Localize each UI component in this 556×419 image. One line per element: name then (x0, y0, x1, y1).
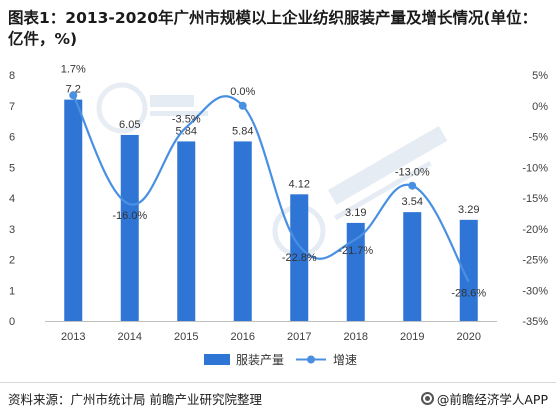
x-tick-label: 2015 (174, 331, 198, 343)
bar (290, 194, 309, 321)
legend-line-label: 增速 (333, 353, 357, 367)
bar-value-label: 3.29 (458, 204, 479, 216)
legend-bar-swatch (204, 354, 230, 365)
x-tick-label: 2017 (287, 331, 311, 343)
bar-value-label: 3.54 (402, 196, 423, 208)
growth-point-marker (69, 91, 78, 100)
growth-value-label: 0.0% (230, 86, 255, 98)
chart-title: 图表1：2013-2020年广州市规模以上企业纺织服装产量及增长情况(单位：亿件… (8, 9, 538, 48)
y-left-tick-label: 2 (9, 255, 15, 267)
bar (120, 134, 139, 321)
growth-value-label: -21.7% (338, 245, 373, 257)
growth-value-label: -3.5% (172, 113, 201, 125)
y-right-tick-label: 5% (532, 70, 548, 82)
footer-divider (0, 382, 556, 383)
source-note: 资料来源：广州市统计局 前瞻产业研究院整理 (8, 392, 262, 407)
legend-bar-label: 服装产量 (236, 353, 284, 367)
legend-line-marker (307, 355, 315, 364)
y-right-tick-label: -35% (522, 316, 548, 328)
bar-value-label: 3.19 (345, 207, 366, 219)
bar-value-label: 5.84 (232, 125, 253, 137)
y-left-tick-label: 6 (9, 132, 15, 144)
x-tick-label: 2018 (344, 331, 368, 343)
bar-value-label: 6.05 (119, 119, 140, 131)
bar-value-label: 4.12 (289, 178, 310, 190)
growth-line (72, 94, 470, 283)
growth-value-label: -28.6% (451, 288, 486, 300)
y-right-tick-label: -30% (522, 285, 548, 297)
watermark-logo (96, 82, 448, 258)
y-left-tick-label: 3 (9, 224, 15, 236)
growth-value-label: -22.8% (282, 252, 317, 264)
y-left-tick-label: 1 (9, 285, 15, 297)
y-right-tick-label: -10% (522, 162, 548, 174)
growth-value-label: 1.7% (61, 63, 86, 75)
y-right-tick-label: -15% (522, 193, 548, 205)
bar (459, 219, 478, 321)
growth-point-marker (238, 101, 247, 110)
y-left-tick-label: 0 (9, 316, 15, 328)
growth-value-label: -16.0% (112, 210, 147, 222)
x-tick-label: 2013 (61, 331, 85, 343)
y-right-tick-label: 0% (532, 101, 548, 113)
bar (233, 141, 252, 321)
y-left-tick-label: 8 (9, 70, 15, 82)
bar (64, 99, 83, 321)
bar (346, 222, 365, 321)
growth-point-marker (408, 181, 417, 190)
brand-credit: @前瞻经济学人APP (420, 389, 548, 408)
y-left-tick-label: 4 (9, 193, 15, 205)
x-tick-label: 2020 (457, 331, 481, 343)
growth-value-label: -13.0% (395, 167, 430, 179)
y-right-tick-label: -25% (522, 255, 548, 267)
x-tick-label: 2016 (231, 331, 255, 343)
brand-text: @前瞻经济学人APP (436, 392, 548, 407)
y-right-tick-label: -20% (522, 224, 548, 236)
bar-value-label: 7.2 (66, 84, 81, 96)
brand-logo-icon (420, 392, 434, 405)
y-left-tick-label: 5 (9, 162, 15, 174)
bar (177, 141, 196, 321)
bar (403, 212, 422, 321)
y-left-tick-label: 7 (9, 101, 15, 113)
x-tick-label: 2014 (118, 331, 142, 343)
y-right-tick-label: -5% (528, 132, 548, 144)
x-tick-label: 2019 (400, 331, 424, 343)
